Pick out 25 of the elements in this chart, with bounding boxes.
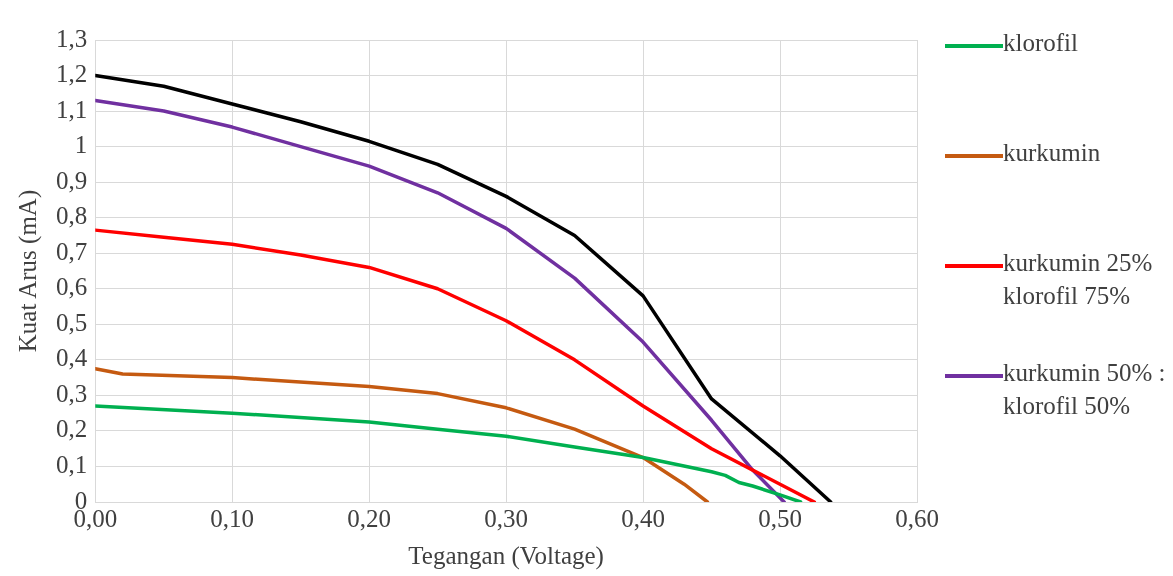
y-tick-label: 1	[74, 131, 88, 159]
y-tick-label: 0,7	[56, 237, 88, 265]
y-tick-label: 0,2	[56, 415, 88, 443]
y-tick-label: 0,4	[56, 344, 88, 372]
x-tick-label: 0,20	[347, 504, 392, 532]
y-tick-label: 0,6	[56, 273, 88, 301]
y-tick-label: 0,8	[56, 202, 88, 230]
x-tick-label: 0,30	[484, 504, 528, 532]
legend-label: klorofil	[1003, 28, 1078, 58]
legend-label: kurkumin 25% klorofil 75%	[1003, 248, 1154, 311]
x-tick-label: 0,40	[621, 504, 665, 532]
x-tick-label: 0,10	[210, 504, 255, 532]
y-tick-label: 1,3	[56, 24, 88, 52]
y-axis-title: Kuat Arus (mA)	[13, 189, 42, 353]
y-tick-label: 1,2	[56, 60, 88, 88]
x-tick-label: 0,50	[758, 504, 802, 532]
x-tick-label: 0,60	[895, 504, 939, 532]
y-tick-label: 0,9	[56, 166, 88, 194]
legend-label: kurkumin 50% : klorofil 50%	[1003, 358, 1167, 421]
x-axis-title: Tegangan (Voltage)	[408, 541, 604, 570]
y-tick-label: 0,5	[56, 308, 88, 336]
y-tick-label: 0,3	[56, 379, 88, 407]
legend-label: kurkumin	[1003, 138, 1101, 168]
y-tick-label: 1,1	[56, 95, 88, 123]
y-tick-label: 0,1	[56, 451, 88, 479]
